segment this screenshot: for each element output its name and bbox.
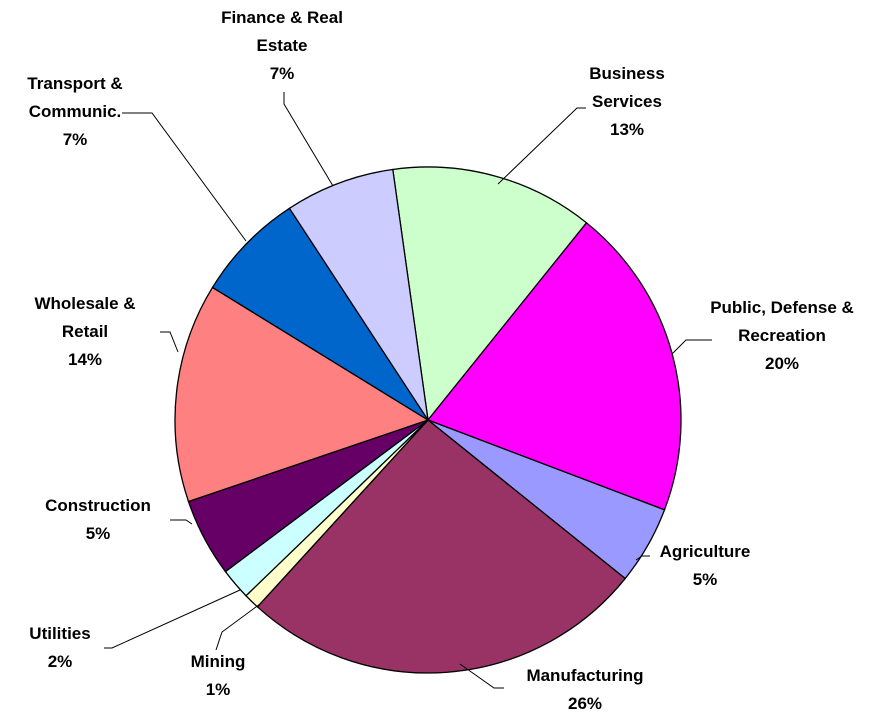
category-label: Public, Defense & Recreation [710,298,854,345]
slice-label: Utilities 2% [5,620,115,676]
category-label: Wholesale & Retail [34,294,136,341]
pie-slice [256,419,627,674]
slice-label: Finance & Real Estate 7% [207,4,357,88]
leader-line [215,603,261,651]
leader-line [635,555,650,561]
value-label: 20% [764,354,800,373]
leader-line [671,339,712,355]
value-label: 14% [67,350,103,369]
category-label: Utilities [29,624,91,643]
category-label: Agriculture [659,542,751,561]
slice-label: Public, Defense & Recreation 20% [697,294,867,378]
leader-line [122,112,247,242]
category-label: Business Services [589,64,665,111]
slice-label: Construction 5% [23,492,173,548]
slice-label: Agriculture 5% [635,538,775,594]
leader-line [459,663,504,689]
category-label: Mining [190,652,246,671]
value-label: 7% [62,130,88,149]
value-label: 5% [85,524,111,543]
category-label: Transport & Communic. [27,74,123,121]
value-label: 2% [47,652,73,671]
value-label: 7% [269,64,295,83]
slice-label: Transport & Communic. 7% [8,70,143,154]
slice-label: Mining 1% [168,648,268,704]
leader-line [104,589,241,649]
leader-line [170,519,193,525]
leader-line [283,92,334,187]
value-label: 26% [567,694,603,713]
leader-line [497,107,586,185]
value-label: 5% [692,570,718,589]
slice-label: Wholesale & Retail 14% [15,290,155,374]
pie-slice [211,207,429,421]
slice-label: Business Services 13% [567,60,687,144]
category-label: Construction [45,496,151,515]
value-label: 13% [609,120,645,139]
pie-slice [174,286,430,503]
category-label: Finance & Real Estate [221,8,343,55]
pie-slice [288,168,429,421]
leader-line [160,331,179,353]
pie-slice [392,166,588,422]
value-label: 1% [205,680,231,699]
category-label: Manufacturing [526,666,644,685]
slice-label: Manufacturing 26% [500,662,670,718]
